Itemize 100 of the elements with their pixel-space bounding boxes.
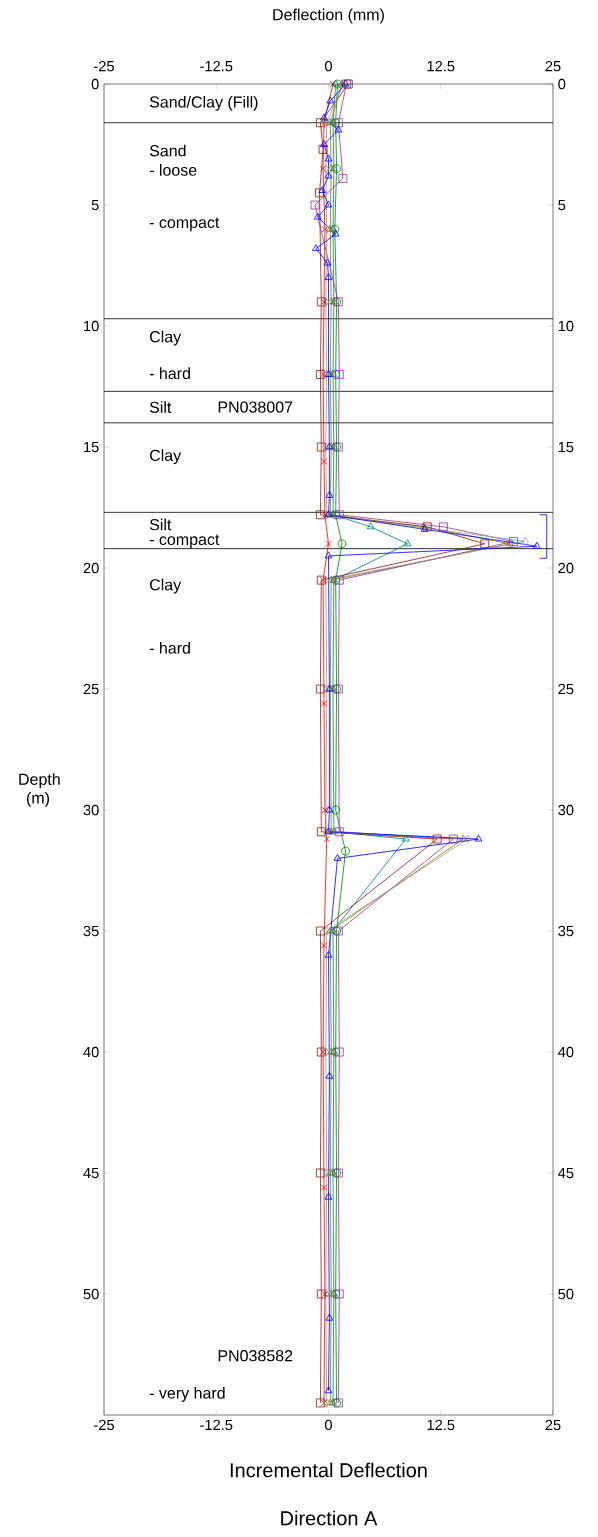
annotation: - hard [149, 367, 190, 380]
y-axis-title: Depth (m) [19, 773, 60, 807]
point [464, 834, 472, 844]
point [325, 1071, 334, 1079]
point [324, 171, 333, 179]
point [316, 827, 326, 837]
x-tick-label: 0 [324, 1419, 332, 1431]
point [403, 539, 412, 547]
point [324, 273, 333, 281]
point [316, 118, 325, 128]
point [322, 442, 330, 452]
point [316, 1289, 326, 1299]
point [324, 950, 333, 958]
point [325, 540, 332, 548]
y2-tick-label: 5 [558, 199, 566, 211]
annotation: - loose [149, 164, 197, 176]
point [331, 229, 340, 237]
point [366, 522, 375, 530]
annotation: Silt [149, 401, 172, 413]
y2-tick-label: 25 [558, 683, 574, 695]
y2-tick-label: 40 [558, 1046, 574, 1058]
point [320, 942, 328, 949]
point [325, 805, 334, 813]
point [310, 200, 320, 210]
y-tick-label: 35 [83, 925, 99, 937]
point [334, 125, 343, 133]
point [532, 541, 541, 549]
point [506, 539, 514, 547]
annotation: PN038007 [218, 401, 293, 413]
x2-tick-label: -12.5 [200, 60, 233, 72]
point [324, 200, 333, 208]
point [337, 539, 347, 549]
point [325, 1313, 334, 1321]
y2-tick-label: 30 [558, 804, 574, 816]
annotation: PN038582 [218, 1350, 293, 1362]
point [320, 113, 328, 121]
annotation: Clay [149, 578, 182, 594]
point [320, 140, 328, 147]
point [331, 805, 341, 815]
point [341, 846, 350, 856]
point [323, 1168, 331, 1178]
annotation: Clay [149, 330, 182, 346]
annotation: - compact [149, 534, 220, 549]
text: Incremental Deflection [230, 1462, 427, 1478]
x2-tick-label: 0 [324, 60, 332, 72]
x2-tick-label: -25 [94, 60, 114, 72]
x2-tick-label: 25 [545, 60, 561, 72]
y2-tick-label: 15 [558, 441, 574, 453]
point [313, 212, 322, 220]
y-tick-label: 45 [83, 1167, 99, 1179]
point [324, 551, 333, 559]
point [325, 491, 334, 498]
y-tick-label: 10 [84, 320, 99, 332]
y2-tick-label: 0 [558, 78, 566, 90]
point [316, 684, 325, 694]
point [324, 1192, 333, 1200]
x-tick-label: -12.5 [200, 1419, 233, 1431]
x-tick-label: -25 [94, 1419, 114, 1431]
annotation: - compact [149, 217, 220, 232]
y2-tick-label: 45 [558, 1167, 574, 1179]
y-tick-label: 50 [83, 1288, 99, 1300]
point [333, 854, 342, 861]
point [320, 1184, 328, 1191]
point [321, 806, 329, 814]
y2-tick-label: 35 [558, 925, 574, 937]
y-tick-label: 20 [83, 562, 99, 574]
point [439, 522, 448, 532]
point [323, 926, 331, 936]
point [338, 174, 348, 183]
point [334, 827, 344, 837]
point [480, 539, 490, 549]
point [318, 186, 327, 193]
annotation: - very hard [149, 1386, 225, 1402]
annotation: Sand/Clay (Fill) [149, 95, 258, 111]
x2-tick-label: 12.5 [427, 60, 455, 72]
point [323, 835, 330, 843]
annotation: Silt [149, 518, 172, 531]
point [316, 1398, 325, 1408]
y2-tick-label: 20 [558, 562, 574, 574]
y-tick-label: 40 [83, 1046, 99, 1058]
x2-axis-title: Deflection (mm) [273, 8, 384, 24]
annotation: Clay [149, 449, 182, 465]
text: Direction A [281, 1510, 378, 1526]
y-tick-label: 0 [91, 78, 99, 90]
point [521, 536, 529, 546]
point [315, 188, 324, 198]
point [509, 536, 518, 546]
y2-tick-label: 50 [558, 1288, 574, 1300]
point [432, 834, 442, 844]
annotation: - hard [149, 642, 190, 654]
x-tick-label: 12.5 [427, 1419, 455, 1431]
point [318, 144, 328, 154]
y-tick-label: 5 [91, 199, 99, 211]
point [316, 442, 326, 452]
point [323, 258, 332, 266]
y2-tick-label: 10 [558, 320, 574, 332]
point [401, 834, 410, 842]
point [312, 244, 320, 251]
y-tick-label: 25 [83, 683, 99, 695]
annotation: Sand [149, 144, 186, 157]
